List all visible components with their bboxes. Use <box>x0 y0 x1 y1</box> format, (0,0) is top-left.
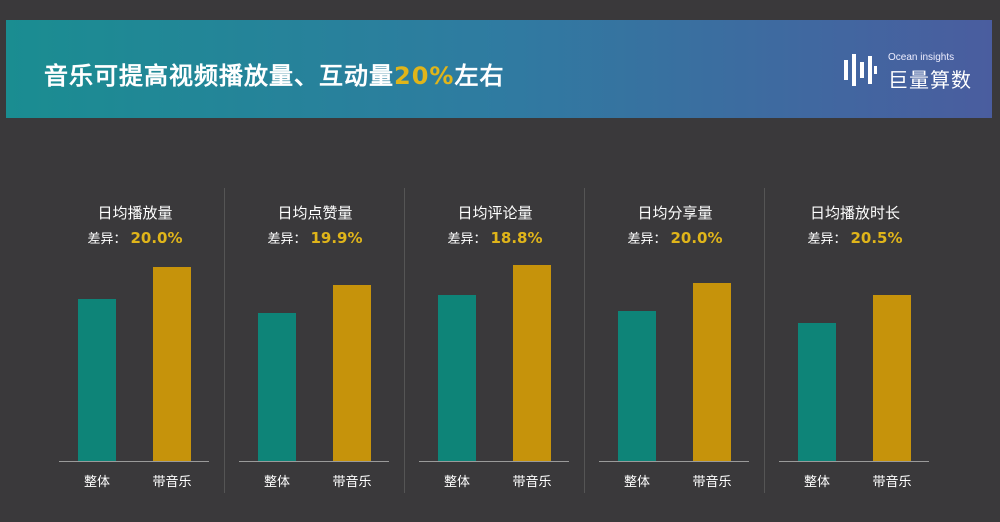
difference-label: 差异： 19.9% <box>225 228 405 247</box>
panel-divider <box>404 188 405 493</box>
bar-with-music <box>873 295 911 461</box>
chart-title: 日均点赞量 <box>277 204 353 222</box>
difference-caption: 差异： <box>807 232 847 247</box>
chart-panel: 日均点赞量差异： 19.9% 整体 带音乐 <box>225 188 405 493</box>
chart-title: 日均播放时长 <box>809 204 900 222</box>
bar-whole <box>618 311 656 461</box>
logo-title: 巨量算数 <box>888 68 972 92</box>
bar-whole <box>258 313 296 461</box>
bar-with-music <box>693 283 731 461</box>
chart-panel: 日均分享量差异： 20.0% 整体 带音乐 <box>585 188 765 493</box>
x-axis-label: 整体 <box>623 475 650 490</box>
x-axis-label: 整体 <box>803 475 830 490</box>
difference-label: 差异： 18.8% <box>405 228 585 247</box>
chart-title: 日均评论量 <box>457 204 533 222</box>
difference-value: 19.9% <box>310 229 363 247</box>
panel-divider <box>584 188 585 493</box>
x-axis-baseline <box>59 461 209 462</box>
difference-value: 18.8% <box>490 229 543 247</box>
bar-with-music <box>513 265 551 461</box>
chart-title: 日均播放量 <box>97 204 173 222</box>
x-axis-label: 带音乐 <box>332 475 372 490</box>
ocean-insights-logo: Ocean insights 巨量算数 <box>842 50 982 92</box>
x-axis-baseline <box>419 461 569 462</box>
bar-with-music <box>153 267 191 461</box>
banner-title-highlight: 20% <box>394 62 455 90</box>
difference-caption: 差异： <box>627 232 667 247</box>
x-axis-label: 整体 <box>443 475 470 490</box>
bar-whole <box>78 299 116 461</box>
x-axis-label: 带音乐 <box>692 475 732 490</box>
panel-divider <box>764 188 765 493</box>
x-axis-baseline <box>779 461 929 462</box>
x-axis-baseline <box>239 461 389 462</box>
x-axis-label: 带音乐 <box>152 475 192 490</box>
bar-whole <box>798 323 836 461</box>
x-axis-label: 带音乐 <box>872 475 912 490</box>
top-strip <box>0 0 1000 10</box>
title-banner: 音乐可提高视频播放量、互动量20%左右 Ocean insights 巨量算数 <box>6 20 992 118</box>
difference-value: 20.5% <box>850 229 903 247</box>
panel-divider <box>224 188 225 493</box>
difference-caption: 差异： <box>267 232 307 247</box>
bar-whole <box>438 295 476 461</box>
logo-subtitle: Ocean insights <box>888 52 955 63</box>
difference-value: 20.0% <box>670 229 723 247</box>
chart-title: 日均分享量 <box>637 204 713 222</box>
difference-label: 差异： 20.0% <box>45 228 225 247</box>
difference-caption: 差异： <box>447 232 487 247</box>
x-axis-label: 带音乐 <box>512 475 552 490</box>
x-axis-baseline <box>599 461 749 462</box>
difference-caption: 差异： <box>87 232 127 247</box>
x-axis-label: 整体 <box>263 475 290 490</box>
difference-label: 差异： 20.5% <box>765 228 945 247</box>
chart-panel: 日均评论量差异： 18.8% 整体 带音乐 <box>405 188 585 493</box>
banner-title-suffix: 左右 <box>454 62 505 90</box>
difference-label: 差异： 20.0% <box>585 228 765 247</box>
banner-title-text: 音乐可提高视频播放量、互动量 <box>44 62 394 90</box>
banner-title: 音乐可提高视频播放量、互动量20%左右 <box>44 56 504 91</box>
chart-panel: 日均播放量差异： 20.0% 整体 带音乐 <box>45 188 225 493</box>
chart-panel: 日均播放时长 差异： 20.5% 整体 带音乐 <box>765 188 945 493</box>
bar-with-music <box>333 285 371 461</box>
logo-mark-icon <box>844 54 877 86</box>
difference-value: 20.0% <box>130 229 183 247</box>
x-axis-label: 整体 <box>83 475 110 490</box>
